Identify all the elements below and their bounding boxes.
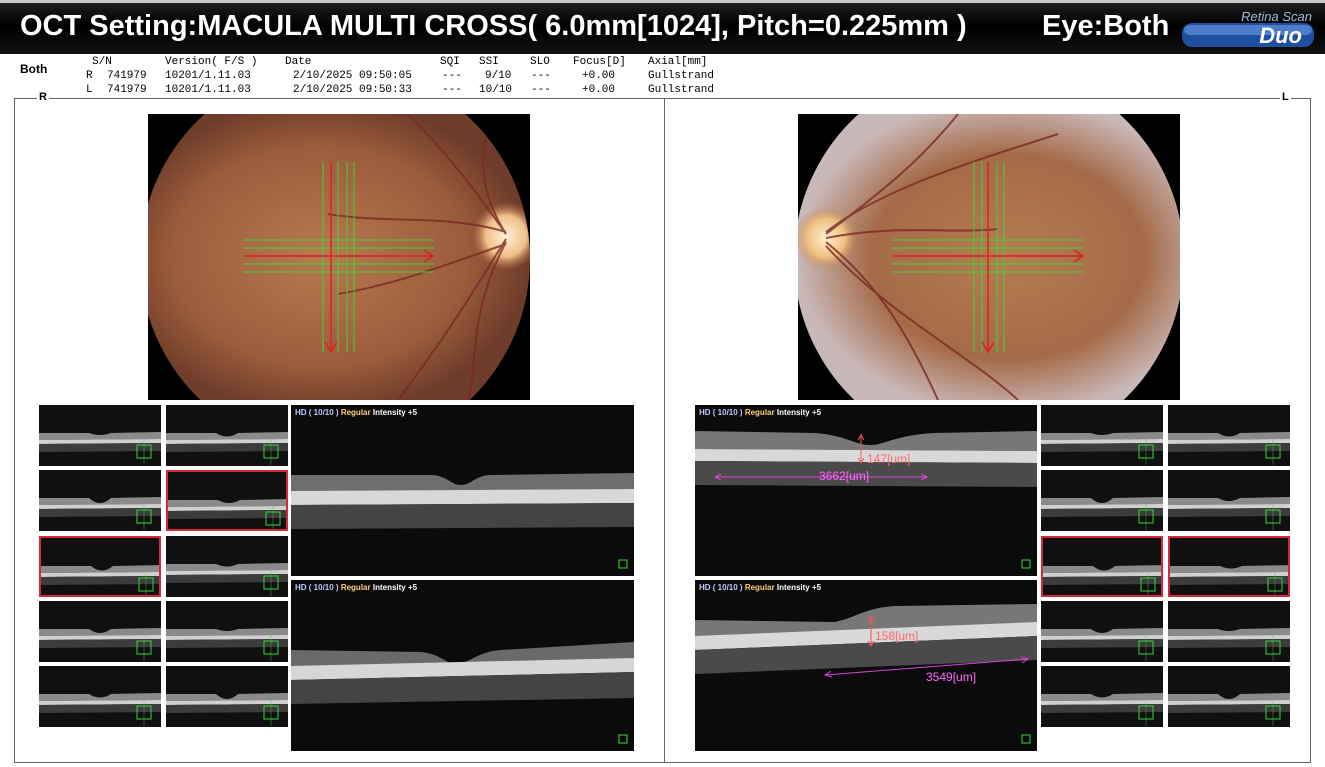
row-r-date: 2/10/2025 09:50:05	[293, 70, 412, 82]
left-eye-panel	[664, 98, 1311, 763]
row-r-sn: 741979	[107, 70, 147, 82]
row-l-slo: ---	[531, 84, 551, 96]
lesion-width-measurement: 3549[um]	[926, 670, 977, 684]
header-date: Date	[285, 56, 312, 68]
central-thickness-measurement: 147[um]	[867, 452, 911, 466]
row-l-eye: L	[86, 84, 93, 96]
oct-thumbnail[interactable]	[1168, 470, 1290, 531]
header-axial: Axial[mm]	[648, 56, 708, 68]
lesion-width-measurement: 3662[um]	[819, 469, 870, 483]
oct-thumbnail[interactable]	[1041, 536, 1163, 597]
central-thickness-measurement: 158[um]	[875, 629, 919, 643]
header-slo: SLO	[530, 56, 550, 68]
right-eye-bscan-vertical[interactable]: HD ( 10/10 ) Regular Intensity +5	[291, 580, 634, 751]
header-focus: Focus[D]	[573, 56, 626, 68]
oct-thumbnail[interactable]	[1168, 405, 1290, 466]
right-eye-corner-label: R	[37, 91, 49, 103]
right-eye-fundus-image[interactable]	[148, 114, 530, 400]
row-r-version: 10201/1.11.03	[165, 70, 251, 82]
svg-text:Duo: Duo	[1259, 23, 1302, 48]
eye-label-both: Both	[20, 62, 48, 76]
right-eye-bscan-horizontal[interactable]: HD ( 10/10 ) Regular Intensity +5	[291, 405, 634, 576]
retina-scan-duo-logo: Retina Scan Duo	[1182, 9, 1314, 48]
left-eye-bscan-horizontal[interactable]: HD ( 10/10 ) Regular Intensity +5 147[um…	[695, 405, 1037, 576]
row-r-eye: R	[86, 70, 93, 82]
row-r-sqi: ---	[442, 70, 462, 82]
row-r-slo: ---	[531, 70, 551, 82]
row-l-ssi: 10/10	[479, 84, 513, 96]
row-l-axial: Gullstrand	[648, 84, 715, 96]
oct-thumbnail[interactable]	[1168, 666, 1290, 727]
oct-thumbnail[interactable]	[1041, 601, 1163, 662]
header-sn: S/N	[92, 56, 112, 68]
svg-text:Retina Scan: Retina Scan	[1241, 9, 1312, 24]
oct-thumbnail[interactable]	[166, 536, 288, 597]
row-l-sqi: ---	[442, 84, 462, 96]
oct-thumbnail[interactable]	[1041, 470, 1163, 531]
oct-thumbnail[interactable]	[1168, 601, 1290, 662]
eye-indicator: Eye:Both	[1042, 10, 1170, 42]
row-l-date: 2/10/2025 09:50:33	[293, 84, 412, 96]
bscan-header: HD ( 10/10 ) Regular Intensity +5	[699, 583, 822, 592]
row-r-focus: +0.00	[582, 70, 616, 82]
scan-info-table: S/N Version( F/S ) Date SQI SSI SLO Focu…	[0, 56, 760, 98]
left-eye-fundus-image[interactable]	[798, 114, 1180, 400]
oct-thumbnail[interactable]	[39, 470, 161, 531]
oct-thumbnail[interactable]	[39, 405, 161, 466]
oct-thumbnail[interactable]	[166, 666, 288, 727]
bscan-header: HD ( 10/10 ) Regular Intensity +5	[295, 408, 418, 417]
bscan-header: HD ( 10/10 ) Regular Intensity +5	[699, 408, 822, 417]
oct-thumbnail[interactable]	[39, 601, 161, 662]
oct-thumbnail[interactable]	[1168, 536, 1290, 597]
oct-thumbnail[interactable]	[39, 536, 161, 597]
header-version: Version( F/S )	[165, 56, 258, 68]
oct-thumbnail[interactable]	[39, 666, 161, 727]
row-l-focus: +0.00	[582, 84, 616, 96]
header-ssi: SSI	[479, 56, 499, 68]
row-r-ssi: 9/10	[485, 70, 512, 82]
header-sqi: SQI	[440, 56, 460, 68]
row-r-axial: Gullstrand	[648, 70, 715, 82]
oct-thumbnail[interactable]	[166, 601, 288, 662]
oct-setting-title: OCT Setting:MACULA MULTI CROSS( 6.0mm[10…	[20, 10, 967, 42]
title-bar: OCT Setting:MACULA MULTI CROSS( 6.0mm[10…	[0, 0, 1325, 54]
row-l-sn: 741979	[107, 84, 147, 96]
left-eye-bscan-vertical[interactable]: HD ( 10/10 ) Regular Intensity +5 158[um…	[695, 580, 1037, 751]
bscan-header: HD ( 10/10 ) Regular Intensity +5	[295, 583, 418, 592]
oct-thumbnail[interactable]	[1041, 405, 1163, 466]
oct-thumbnail[interactable]	[1041, 666, 1163, 727]
row-l-version: 10201/1.11.03	[165, 84, 251, 96]
oct-thumbnail[interactable]	[166, 405, 288, 466]
oct-thumbnail[interactable]	[166, 470, 288, 531]
left-eye-corner-label: L	[1280, 91, 1291, 103]
